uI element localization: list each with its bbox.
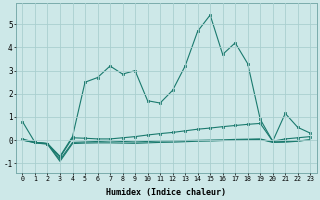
X-axis label: Humidex (Indice chaleur): Humidex (Indice chaleur) [106, 188, 226, 197]
